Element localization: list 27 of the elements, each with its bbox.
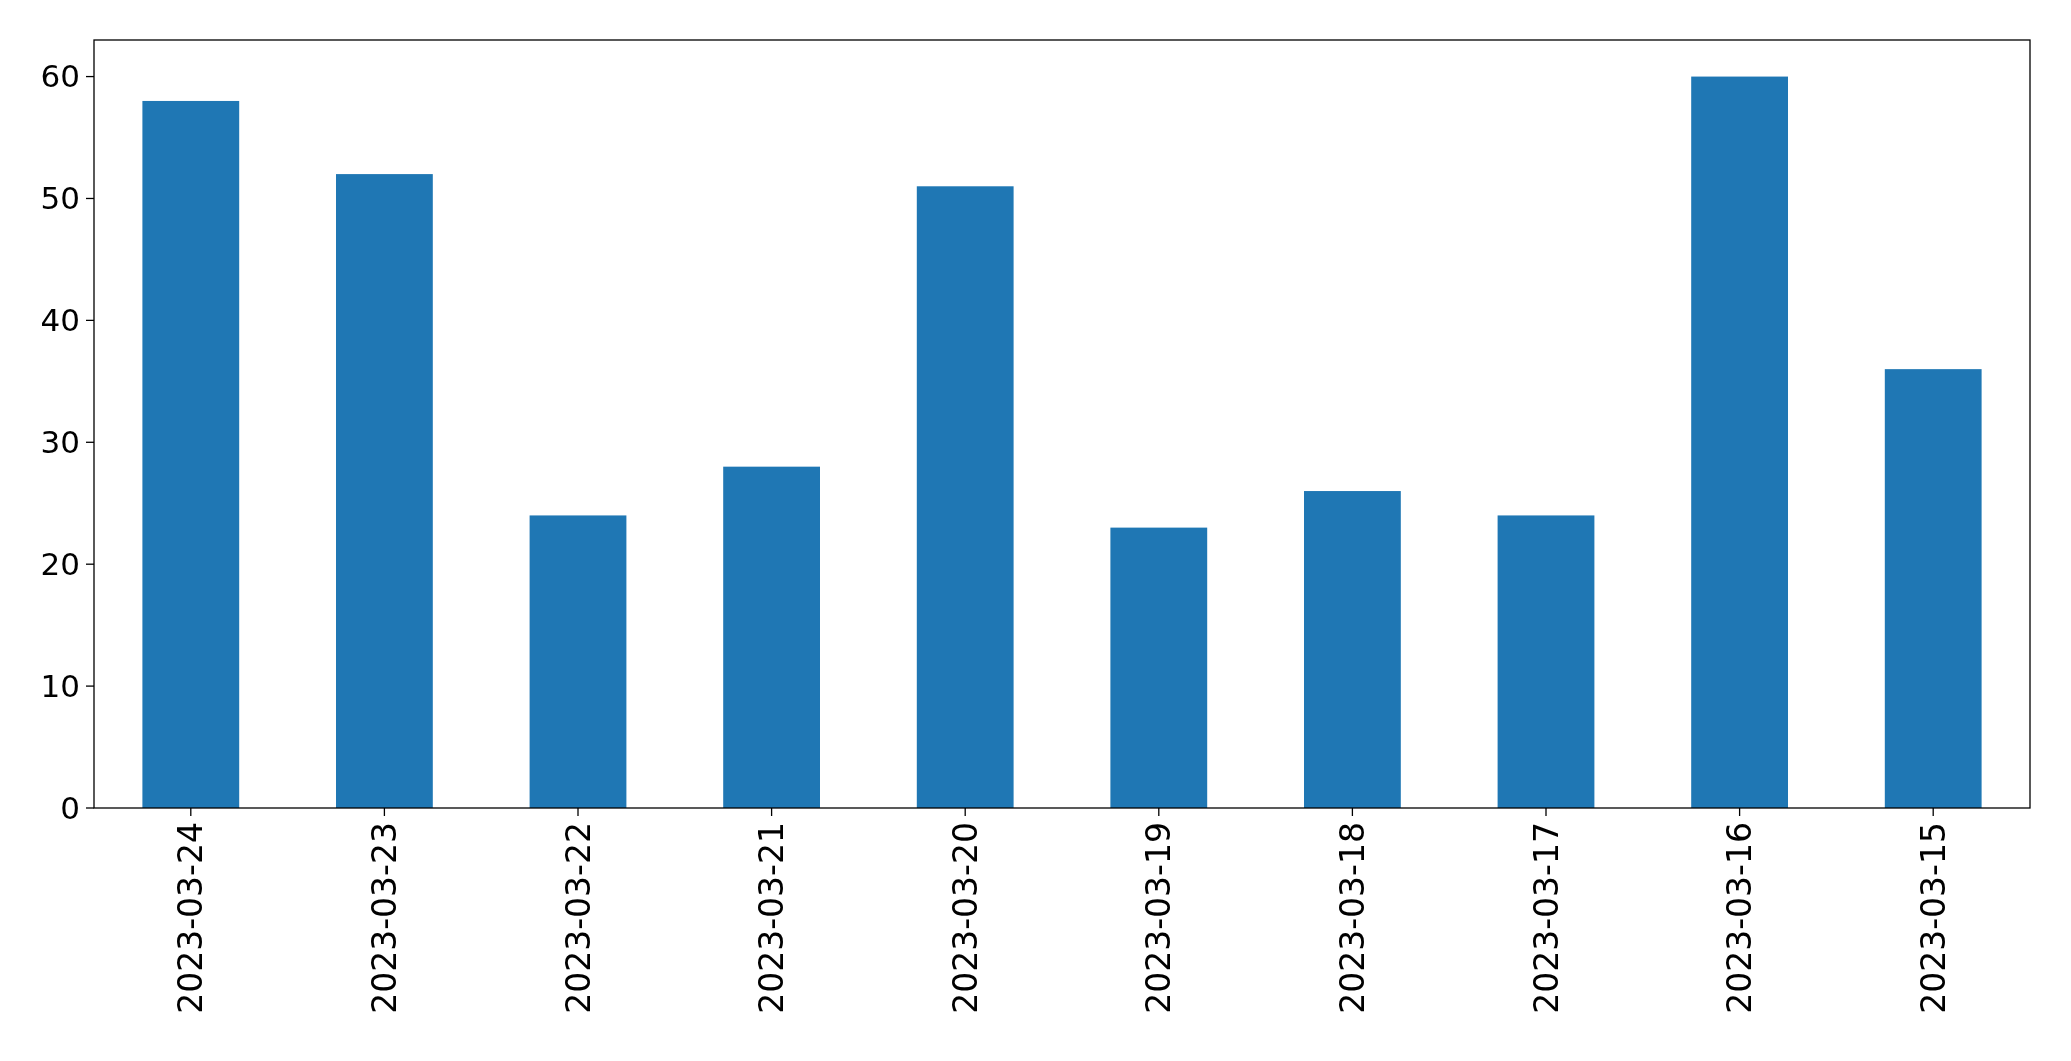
bar	[1304, 491, 1401, 808]
y-tick-label: 30	[40, 424, 80, 461]
x-tick-label: 2023-03-21	[752, 822, 792, 1014]
bar	[529, 515, 627, 808]
bar	[1691, 76, 1788, 808]
x-tick-label: 2023-03-17	[1526, 822, 1566, 1014]
y-tick-label: 10	[40, 667, 80, 704]
x-tick-label: 2023-03-23	[364, 822, 404, 1014]
x-tick-label: 2023-03-24	[171, 822, 211, 1014]
x-tick-label: 2023-03-20	[945, 822, 985, 1014]
bar	[1110, 527, 1208, 808]
x-tick-label: 2023-03-19	[1139, 822, 1179, 1014]
bar	[1497, 515, 1595, 808]
y-tick-label: 50	[40, 180, 80, 217]
x-tick-label: 2023-03-22	[558, 822, 598, 1014]
x-tick-label: 2023-03-16	[1720, 822, 1760, 1014]
bar	[916, 186, 1014, 808]
bar	[336, 174, 433, 808]
y-tick-label: 60	[40, 58, 80, 95]
x-tick-label: 2023-03-18	[1332, 822, 1372, 1014]
y-tick-label: 20	[40, 546, 80, 583]
bar	[723, 466, 820, 808]
y-tick-label: 40	[40, 302, 80, 339]
bar	[142, 100, 240, 808]
bar	[1884, 369, 1982, 808]
y-tick-label: 0	[60, 789, 80, 826]
x-tick-label: 2023-03-15	[1913, 822, 1953, 1014]
